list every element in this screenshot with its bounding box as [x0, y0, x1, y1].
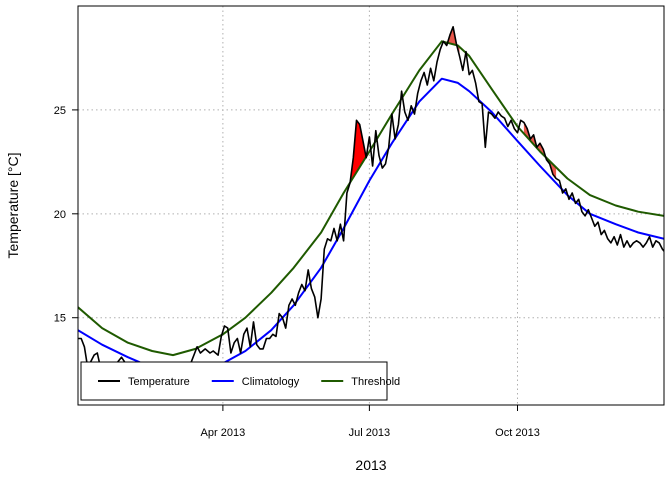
y-tick-label-2: 25 [54, 105, 66, 117]
legend-label-threshold: Threshold [351, 376, 400, 388]
legend: Temperature Climatology Threshold [80, 361, 400, 401]
grid-lines [78, 6, 664, 405]
series-line-threshold [78, 40, 664, 357]
y-axis-title: Temperature [°C] [5, 153, 21, 259]
x-tick-label-1: Jul 2013 [349, 427, 391, 439]
x-tick-label-2: Oct 2013 [495, 427, 540, 439]
x-tick-label-0: Apr 2013 [201, 427, 246, 439]
series-layer [78, 26, 664, 377]
plot-frame [77, 5, 665, 406]
y-tick-label-0: 15 [54, 313, 66, 325]
y-tick-label-1: 20 [54, 209, 66, 221]
axis-ticks: 15 20 25 Apr 2013 Jul 2013 Oct 2013 [54, 105, 540, 439]
event-fill-layer [350, 26, 557, 183]
legend-label-temperature: Temperature [128, 376, 190, 388]
series-line-temperature [78, 26, 664, 377]
event-fill-0 [350, 120, 367, 183]
x-axis-title: 2013 [355, 457, 386, 473]
series-line-climatology [78, 77, 664, 375]
legend-label-climatology: Climatology [242, 376, 300, 388]
